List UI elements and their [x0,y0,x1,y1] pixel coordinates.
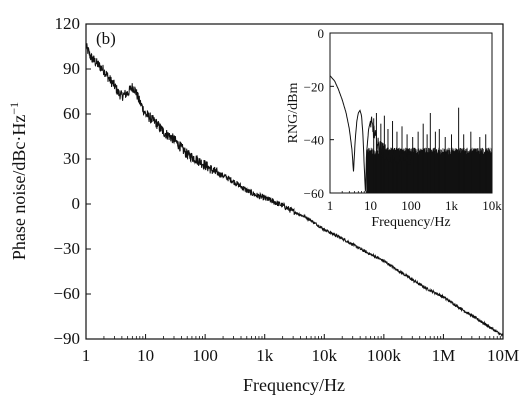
main-y-tick-label: −30 [53,239,80,258]
main-y-axis-label-exponent: −1 [7,102,21,115]
inset-y-ticks: 0 −20 −40 −60 [304,26,334,201]
main-x-tick-label: 1M [432,346,456,365]
main-y-ticks: 120 90 60 30 0 −30 −60 −90 [53,14,91,348]
inset-x-tick-label: 10 [364,198,377,213]
main-x-tick-label: 10 [137,346,154,365]
main-y-tick-label: −90 [53,329,80,348]
main-x-tick-label: 1 [82,346,91,365]
main-y-tick-label: 90 [63,59,80,78]
main-chart: 1 10 100 1k 10k 100k 1M 10M 1209060300−30−60−90… [7,14,519,395]
inset-rng-series-line [329,75,412,192]
inset-x-tick-label: 1 [327,198,334,213]
inset-chart: 1 10 100 1k 10k 0 −20 −40 −60 Frequency/Hz RNG/… [286,26,502,230]
phase-noise-series-line [85,43,504,337]
inset-x-ticks: 1 10 100 1k 10k [327,189,502,213]
inset-y-tick-label: −40 [304,133,324,148]
main-x-axis-label: Frequency/Hz [243,375,345,395]
inset-y-tick-label: −20 [304,79,324,94]
main-y-tick-label: −60 [53,284,80,303]
main-x-tick-label: 100k [367,346,402,365]
main-plot-frame [85,23,504,340]
inset-y-tick-label: −60 [304,186,324,201]
panel-label: (b) [96,29,116,48]
main-series-group [85,43,504,337]
main-y-axis-label-text: Phase noise/dBc·Hz [9,115,29,260]
main-x-ticks: 1 10 100 1k 10k 100k 1M 10M [82,334,519,365]
main-y-tick-label: 60 [63,104,80,123]
main-x-tick-label: 1k [256,346,274,365]
main-y-axis-label: Phase noise/dBc·Hz−1 [7,102,29,260]
inset-x-axis-label: Frequency/Hz [371,215,450,230]
inset-x-tick-label: 1k [445,198,459,213]
main-y-tick-label: 30 [63,149,80,168]
main-x-tick-label: 100 [192,346,218,365]
inset-series-group [329,75,412,192]
main-x-tick-label: 10k [312,346,338,365]
inset-y-tick-label: 0 [318,26,325,41]
main-x-tick-label: 10M [487,346,519,365]
inset-x-tick-label: 100 [401,198,421,213]
main-y-tick-label: 0 [72,194,81,213]
main-y-tick-label: 120 [55,14,81,33]
inset-y-axis-label: RNG/dBm [286,83,301,144]
inset-spike-group [373,107,487,193]
inset-x-tick-label: 10k [482,198,502,213]
